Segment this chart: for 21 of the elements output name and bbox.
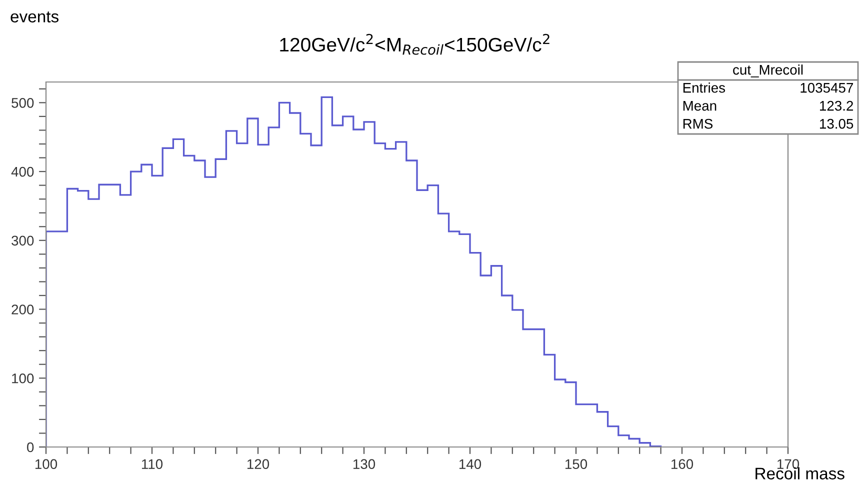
text: Entries 1035457 xyxy=(683,82,854,93)
y-tick-label: 0 xyxy=(27,442,34,452)
x-tick-label: 130 xyxy=(353,459,376,470)
x-tick-label: 140 xyxy=(459,459,482,470)
chart-title: 120GeV/c$^{2}$<M$_{Recoil}$<150GeV/c$^{2}$ xyxy=(280,34,550,55)
x-tick-label: 160 xyxy=(671,459,694,470)
text: cut_Mrecoil xyxy=(733,64,803,78)
y-tick-label: 500 xyxy=(12,98,34,108)
y-tick-label: 200 xyxy=(12,304,34,314)
text: RMS 13.05 xyxy=(683,118,854,129)
x-tick-label: 100 xyxy=(35,459,58,470)
x-tick-label: 150 xyxy=(565,459,588,470)
y-tick-label: 100 xyxy=(12,373,34,384)
y-axis-title: events xyxy=(10,12,59,22)
x-axis-title: Recoil mass xyxy=(756,467,844,480)
x-tick-label: 110 xyxy=(142,459,163,470)
x-tick-label: 170 xyxy=(777,459,800,470)
y-tick-label: 300 xyxy=(12,236,34,246)
x-tick-label: 120 xyxy=(247,459,270,470)
y-tick-label: 400 xyxy=(11,166,34,177)
text: Mean 123.2 xyxy=(683,100,853,111)
